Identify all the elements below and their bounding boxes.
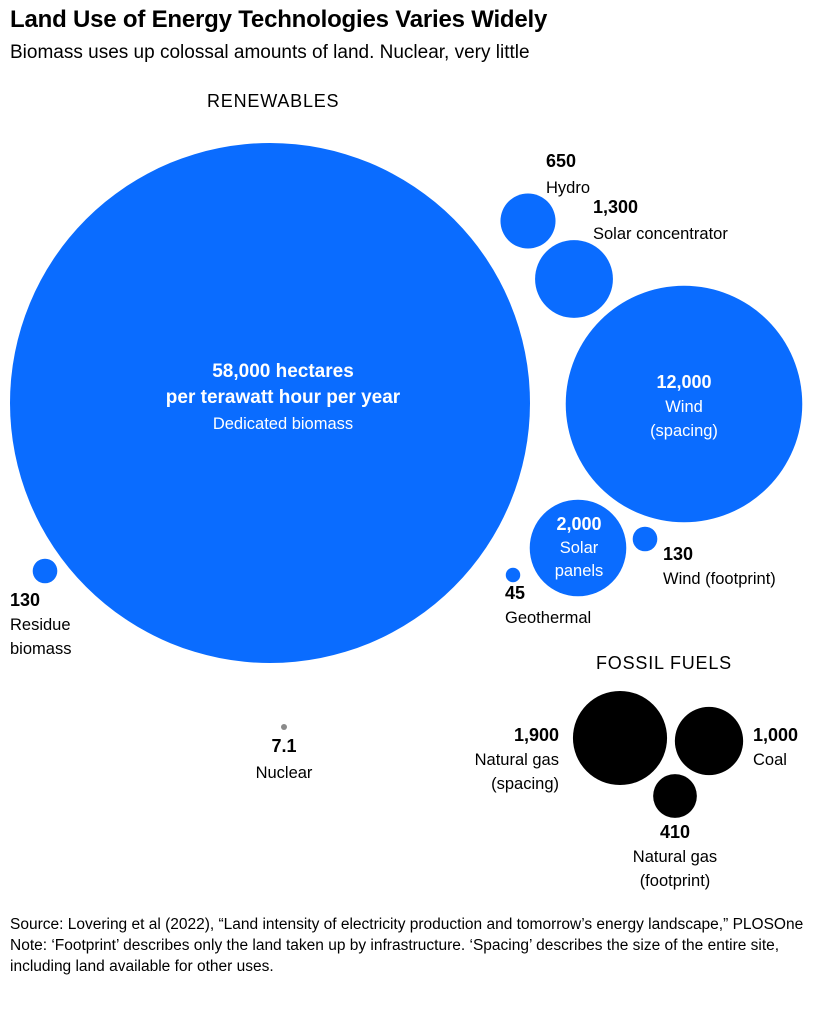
bubble-wind-spacing (565, 285, 803, 523)
value-label-nuclear: 7.1 (271, 736, 296, 756)
category-label-wind-spacing-2: (spacing) (650, 422, 718, 440)
value-label-natural-gas-footprint: 410 (660, 822, 690, 842)
category-label-natural-gas-spacing: Natural gas (475, 751, 559, 769)
value-label-hydro: 650 (546, 151, 576, 171)
category-label-nuclear: Nuclear (256, 764, 313, 782)
bubble-natural-gas-spacing (572, 690, 668, 786)
value-label-dedicated-biomass: 58,000 hectares (212, 361, 354, 382)
category-label-residue-biomass-2: biomass (10, 640, 71, 658)
chart-title: Land Use of Energy Technologies Varies W… (10, 6, 548, 33)
category-label-geothermal: Geothermal (505, 609, 591, 627)
bubble-solar-panels (529, 499, 627, 597)
bubble-chart: 58,000 hectares per terawatt hour per yea… (10, 143, 803, 890)
value-label-solar-concentrator: 1,300 (593, 197, 638, 217)
bubble-geothermal (505, 567, 521, 583)
category-label-wind-footprint: Wind (footprint) (663, 570, 776, 588)
bubble-dedicated-biomass (10, 143, 530, 663)
bubble-nuclear (281, 724, 287, 730)
category-label-solar-panels: Solar (560, 539, 599, 557)
category-label-natural-gas-footprint-2: (footprint) (640, 872, 711, 890)
footnotes: Source: Lovering et al (2022), “Land int… (10, 914, 810, 977)
value-label-coal: 1,000 (753, 725, 798, 745)
bubble-residue-biomass (32, 558, 58, 584)
category-label-wind-spacing: Wind (665, 398, 703, 416)
category-label-hydro: Hydro (546, 179, 590, 197)
bubble-coal (674, 706, 744, 776)
category-label-dedicated-biomass-2: Dedicated biomass (213, 415, 353, 433)
renewables-group-label: RENEWABLES (207, 91, 340, 111)
bubble-wind-footprint (632, 526, 658, 552)
value-label-dedicated-biomass: per terawatt hour per year (166, 387, 401, 408)
category-label-natural-gas-spacing-2: (spacing) (491, 775, 559, 793)
value-label-wind-spacing: 12,000 (656, 372, 711, 392)
definition-note: Note: ‘Footprint’ describes only the lan… (10, 937, 780, 975)
chart-subtitle: Biomass uses up colossal amounts of land… (10, 42, 530, 63)
bubble-solar-concentrator (535, 240, 613, 318)
value-label-residue-biomass: 130 (10, 590, 40, 610)
source-note: Source: Lovering et al (2022), “Land int… (10, 916, 804, 933)
value-label-geothermal: 45 (505, 583, 525, 603)
value-label-solar-panels: 2,000 (556, 514, 601, 534)
value-label-wind-footprint: 130 (663, 544, 693, 564)
category-label-residue-biomass: Residue (10, 616, 71, 634)
value-label-natural-gas-spacing: 1,900 (514, 725, 559, 745)
category-label-solar-concentrator: Solar concentrator (593, 225, 728, 243)
bubble-natural-gas-footprint (653, 774, 697, 818)
category-label-solar-panels-2: panels (555, 562, 604, 580)
category-label-natural-gas-footprint: Natural gas (633, 848, 717, 866)
bubble-hydro (500, 193, 556, 249)
fossil-fuels-group-label: FOSSIL FUELS (596, 653, 732, 673)
category-label-coal: Coal (753, 751, 787, 769)
